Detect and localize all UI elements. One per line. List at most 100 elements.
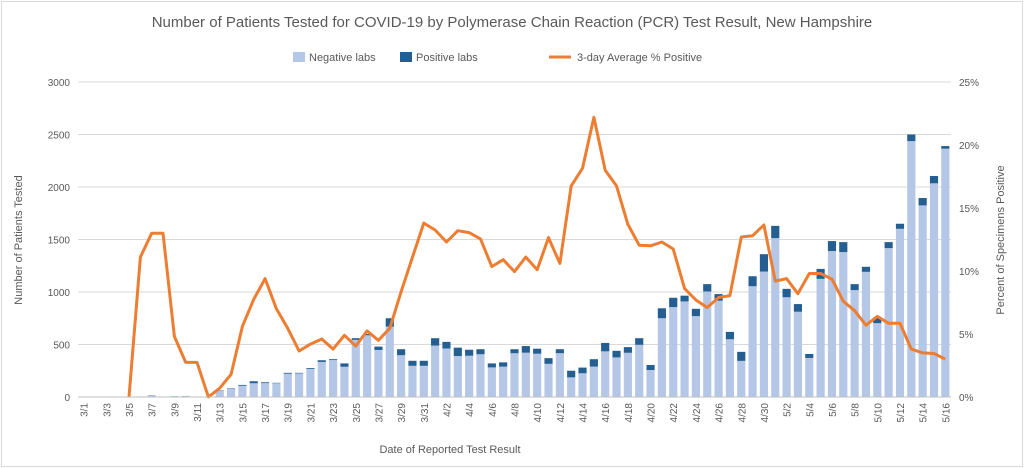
x-tick-label: 3/13	[216, 403, 227, 423]
bar-negative-4-5	[476, 354, 485, 397]
bar-negative-5-2	[782, 297, 791, 397]
x-tick-label: 5/16	[941, 403, 952, 423]
bar-positive-3-15	[238, 384, 247, 386]
x-tick-label: 4/16	[601, 403, 612, 423]
bar-negative-5-15	[929, 183, 939, 397]
bar-negative-4-13	[567, 377, 576, 397]
bar-negative-4-27	[725, 339, 734, 397]
x-tick-label: 3/1	[80, 403, 91, 417]
x-tick-label: 5/14	[919, 403, 930, 423]
bar-positive-4-1	[431, 338, 440, 346]
bar-negative-4-8	[510, 353, 519, 397]
bar-negative-3-19	[283, 373, 292, 397]
bar-negative-5-7	[839, 252, 848, 397]
legend-label: Positive labs	[416, 52, 478, 64]
bar-positive-5-11	[884, 242, 893, 249]
bar-negative-4-23	[680, 301, 689, 397]
bar-positive-3-31	[419, 360, 428, 366]
bar-positive-4-21	[657, 308, 666, 319]
bar-negative-4-17	[612, 357, 621, 397]
bar-negative-3-22	[317, 361, 326, 397]
bar-negative-4-14	[578, 373, 587, 397]
y-tick-label: 1500	[48, 236, 71, 247]
bar-positive-4-28	[737, 351, 746, 361]
bar-negative-4-28	[737, 360, 746, 397]
y-axis-label: Number of Patients Tested	[13, 175, 25, 304]
bar-positive-4-6	[487, 363, 496, 368]
bar-negative-3-18	[272, 383, 281, 397]
bar-positive-5-3	[793, 304, 803, 312]
bar-positive-4-29	[748, 276, 757, 287]
x-tick-label: 4/22	[669, 403, 680, 423]
y-tick-label: 500	[53, 341, 70, 352]
bar-negative-5-6	[827, 251, 837, 397]
bar-positive-4-11	[544, 358, 553, 364]
y2-tick-label: 0%	[959, 393, 974, 404]
y-tick-label: 3000	[48, 78, 71, 89]
bar-positive-3-16	[249, 381, 258, 384]
x-tick-label: 3/3	[102, 403, 113, 417]
bar-negative-3-31	[419, 365, 428, 397]
y2-axis-label: Percent of Specimens Positive	[995, 165, 1007, 314]
bar-negative-4-2	[442, 348, 451, 397]
bar-positive-4-4	[465, 349, 474, 356]
bar-negative-3-20	[295, 373, 304, 397]
x-tick-label: 4/6	[488, 403, 499, 417]
bar-positive-3-20	[295, 372, 304, 374]
x-tick-label: 3/27	[374, 403, 385, 423]
bar-negative-4-30	[759, 271, 769, 397]
bar-negative-4-29	[748, 286, 757, 397]
x-tick-label: 3/23	[329, 403, 340, 423]
x-tick-label: 4/28	[737, 403, 748, 423]
bar-positive-4-20	[646, 364, 655, 371]
bar-positive-5-4	[805, 353, 814, 358]
y-tick-label: 1000	[48, 288, 71, 299]
bar-positive-4-7	[499, 362, 508, 367]
bar-positive-5-1	[771, 225, 780, 239]
bar-positive-3-30	[408, 360, 417, 366]
y-tick-label: 2000	[48, 183, 71, 194]
x-tick-label: 4/20	[647, 403, 658, 423]
x-tick-label: 3/5	[125, 403, 136, 417]
bar-negative-5-12	[895, 228, 905, 397]
y2-tick-label: 5%	[959, 330, 974, 341]
bar-negative-5-4	[805, 357, 814, 397]
bar-negative-4-21	[657, 318, 666, 397]
y2-tick-label: 25%	[959, 78, 979, 89]
x-tick-label: 4/26	[715, 403, 726, 423]
bar-positive-5-16	[941, 146, 950, 149]
x-tick-label: 5/8	[851, 403, 862, 417]
bar-negative-5-8	[850, 290, 859, 397]
bar-negative-4-1	[431, 345, 440, 397]
legend-swatch	[293, 52, 305, 62]
bar-negative-3-14	[226, 388, 236, 397]
bar-negative-4-4	[465, 355, 474, 397]
y2-tick-label: 15%	[959, 204, 979, 215]
bar-positive-3-22	[317, 360, 326, 362]
bar-positive-4-5	[476, 349, 485, 355]
bar-positive-4-30	[759, 254, 769, 272]
bar-negative-3-21	[306, 368, 315, 397]
bar-positive-4-22	[669, 297, 678, 308]
bar-negative-5-5	[816, 278, 825, 397]
bar-negative-3-15	[238, 385, 247, 397]
bar-positive-5-2	[782, 288, 791, 298]
y-axis-left: 0 500 1000 1500 2000 2500 3000	[48, 78, 71, 404]
y2-tick-label: 20%	[959, 141, 979, 152]
x-tick-label: 4/4	[465, 403, 476, 417]
bar-positive-4-14	[578, 367, 587, 374]
bar-positive-3-27	[374, 346, 383, 350]
bars	[136, 134, 950, 397]
legend-label: 3-day Average % Positive	[577, 52, 702, 64]
bar-negative-3-23	[329, 360, 338, 397]
bar-negative-4-22	[669, 307, 678, 397]
x-tick-label: 4/18	[624, 403, 635, 423]
x-tick-label: 3/25	[352, 403, 363, 423]
bar-positive-3-26	[363, 334, 372, 336]
bar-negative-5-16	[941, 148, 950, 397]
y-tick-label: 0	[64, 393, 70, 404]
bar-positive-5-10	[873, 317, 882, 324]
bar-negative-3-27	[374, 349, 383, 397]
bar-positive-5-6	[827, 241, 837, 252]
